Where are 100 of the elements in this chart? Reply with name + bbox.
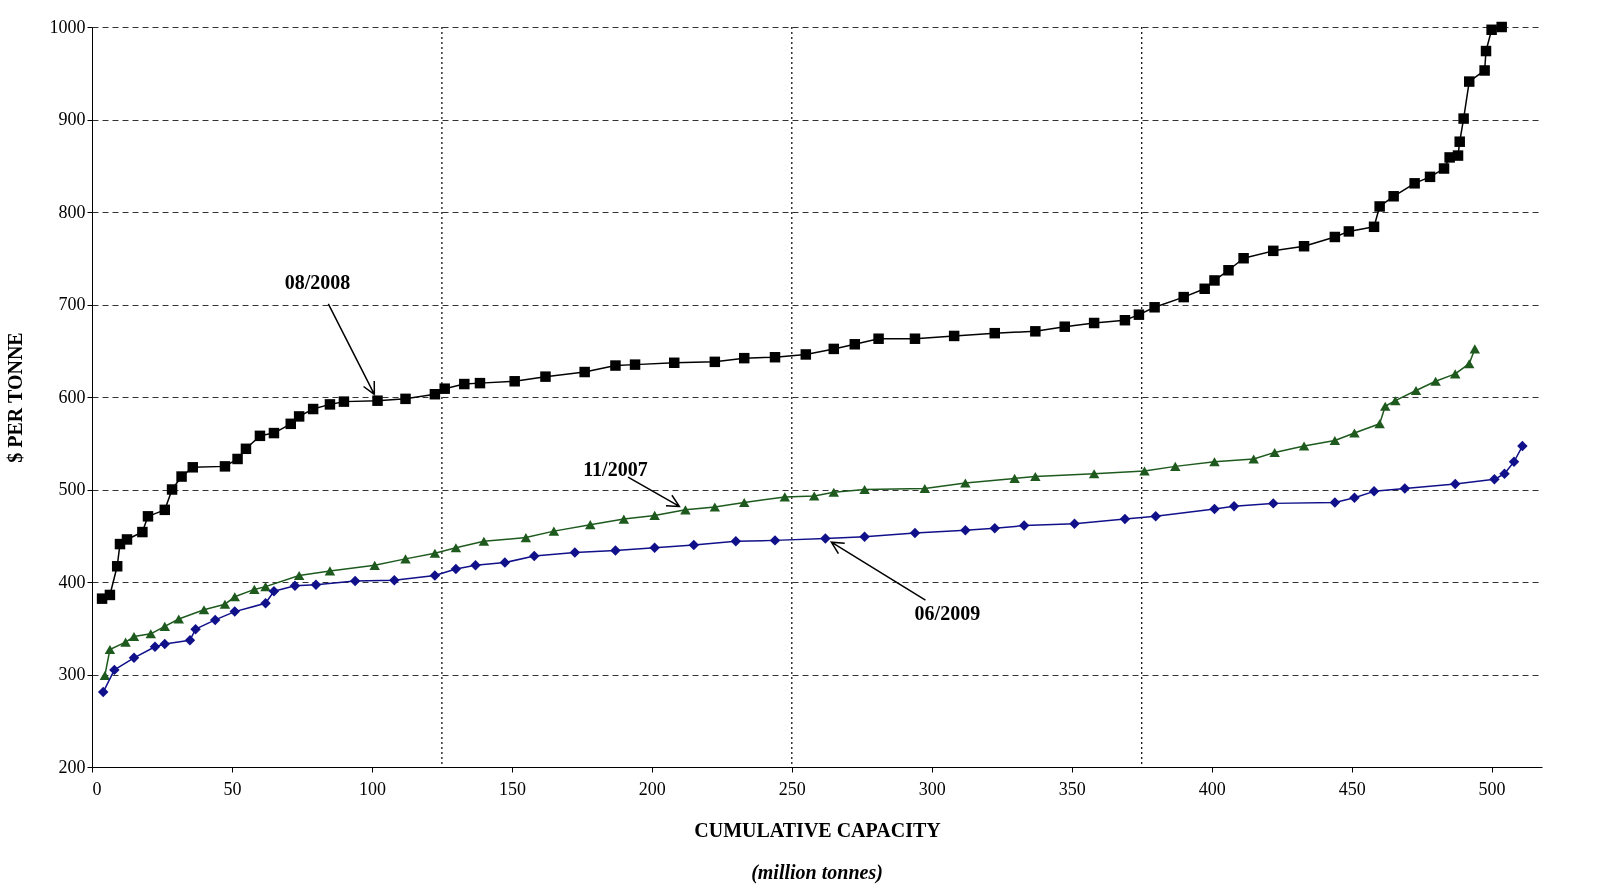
point [1349, 428, 1360, 438]
point [1374, 419, 1385, 429]
point [389, 574, 400, 586]
point [1009, 473, 1020, 483]
x-axis-title: CUMULATIVE CAPACITY [694, 818, 942, 841]
point [120, 637, 131, 647]
point [820, 533, 831, 544]
point [145, 629, 157, 639]
x-tick-label: 300 [918, 778, 946, 799]
point [649, 510, 660, 520]
point [349, 575, 361, 587]
point [1329, 435, 1341, 446]
x-tick-label: 50 [223, 778, 242, 799]
point [470, 560, 481, 571]
point [1368, 486, 1380, 497]
point [618, 514, 630, 524]
point [649, 542, 660, 554]
point [1517, 440, 1528, 452]
point [289, 580, 301, 591]
point [769, 535, 781, 546]
point [478, 536, 490, 546]
point [429, 570, 441, 581]
point [730, 536, 742, 547]
point [1508, 456, 1520, 467]
point [249, 584, 260, 594]
point [1018, 520, 1030, 531]
point [1209, 503, 1220, 515]
y-tick-label: 300 [58, 664, 86, 684]
point [198, 605, 210, 615]
x-tick-label: 150 [498, 778, 526, 799]
point [1228, 500, 1240, 512]
point [1268, 498, 1279, 509]
point [1269, 447, 1280, 458]
point [310, 579, 322, 591]
point [1248, 454, 1259, 464]
x-tick-label: 400 [1198, 778, 1226, 799]
x-tick-label: 100 [358, 778, 386, 799]
point [1298, 441, 1310, 451]
text: (million tonnes) [751, 861, 883, 884]
x-tick-label: 0 [92, 778, 102, 799]
x-tick-label: 500 [1478, 778, 1506, 799]
point [173, 614, 185, 624]
point [109, 664, 120, 676]
y-tick-label: 1000 [49, 16, 86, 37]
annotation: 06/2009 [914, 601, 981, 624]
point [1380, 401, 1391, 411]
point [738, 497, 750, 507]
y-tick-label: 400 [58, 571, 86, 592]
point [680, 505, 691, 515]
x-tick-label: 200 [638, 778, 666, 799]
y-tick-label: 600 [58, 386, 86, 407]
x-tick-label: 450 [1338, 778, 1366, 799]
point [828, 487, 840, 497]
point [159, 638, 171, 650]
point [128, 632, 140, 642]
point [293, 570, 305, 581]
point [585, 520, 596, 530]
point [219, 599, 231, 609]
point [499, 557, 511, 568]
point [1150, 511, 1161, 522]
point [99, 670, 111, 680]
y-tick-label: 200 [58, 756, 86, 777]
point [128, 652, 140, 664]
point [429, 548, 441, 558]
point [209, 614, 221, 626]
point [1349, 492, 1360, 504]
point [1430, 376, 1441, 386]
annotation: 08/2008 [284, 270, 351, 293]
y-tick-label: 900 [58, 109, 86, 129]
point [1030, 472, 1041, 482]
point [1139, 466, 1150, 476]
point [229, 592, 240, 602]
point [859, 531, 870, 542]
point [960, 478, 971, 488]
point [1449, 369, 1461, 379]
point [709, 502, 721, 512]
point [1449, 478, 1461, 490]
point [159, 621, 171, 631]
point [97, 686, 109, 698]
point [688, 539, 700, 551]
point [960, 524, 971, 536]
point [1499, 468, 1510, 480]
point [1209, 457, 1220, 467]
point [569, 547, 581, 558]
point [268, 586, 280, 597]
point [1390, 396, 1401, 406]
y-tick-label: 500 [58, 479, 86, 499]
point [1119, 513, 1131, 525]
point [989, 523, 1000, 534]
point [1088, 469, 1100, 479]
point [1410, 385, 1422, 396]
point [529, 550, 540, 562]
point [149, 641, 161, 652]
point [1399, 483, 1411, 494]
point [548, 526, 560, 536]
annotation: 11/2007 [583, 457, 648, 480]
point [190, 623, 201, 635]
point [450, 543, 462, 553]
point [400, 554, 411, 564]
point [1463, 359, 1475, 369]
